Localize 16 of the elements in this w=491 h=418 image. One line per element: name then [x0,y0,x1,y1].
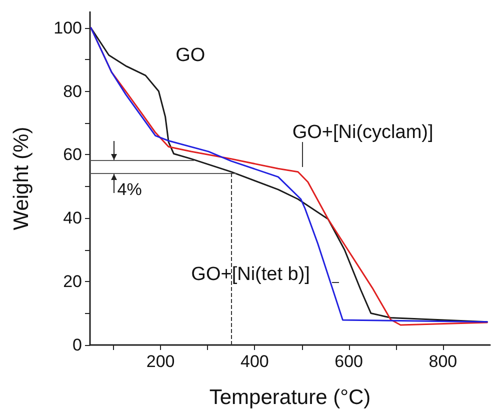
series-label: GO [176,45,206,66]
x-tick-label: 600 [334,352,364,371]
y-axis-title: Weight (%) [10,126,33,230]
y-tick-label: 40 [63,208,82,228]
y-tick-label: 100 [54,18,82,38]
x-axis-title: Temperature (°C) [209,386,371,409]
y-tick-label: 0 [72,336,82,354]
x-tick-label: 200 [146,352,175,371]
annotation: 4% [117,180,142,200]
series-label: GO+[Ni(cyclam)] [292,122,434,142]
x-tick-label: 400 [240,352,269,371]
y-tick-label: 20 [63,272,82,292]
y-tick-label: 60 [63,145,82,164]
x-tick-label: 800 [428,352,458,371]
series-label: GO+[Ni(tet b)] [191,264,310,286]
y-tick-label: 80 [63,82,82,101]
